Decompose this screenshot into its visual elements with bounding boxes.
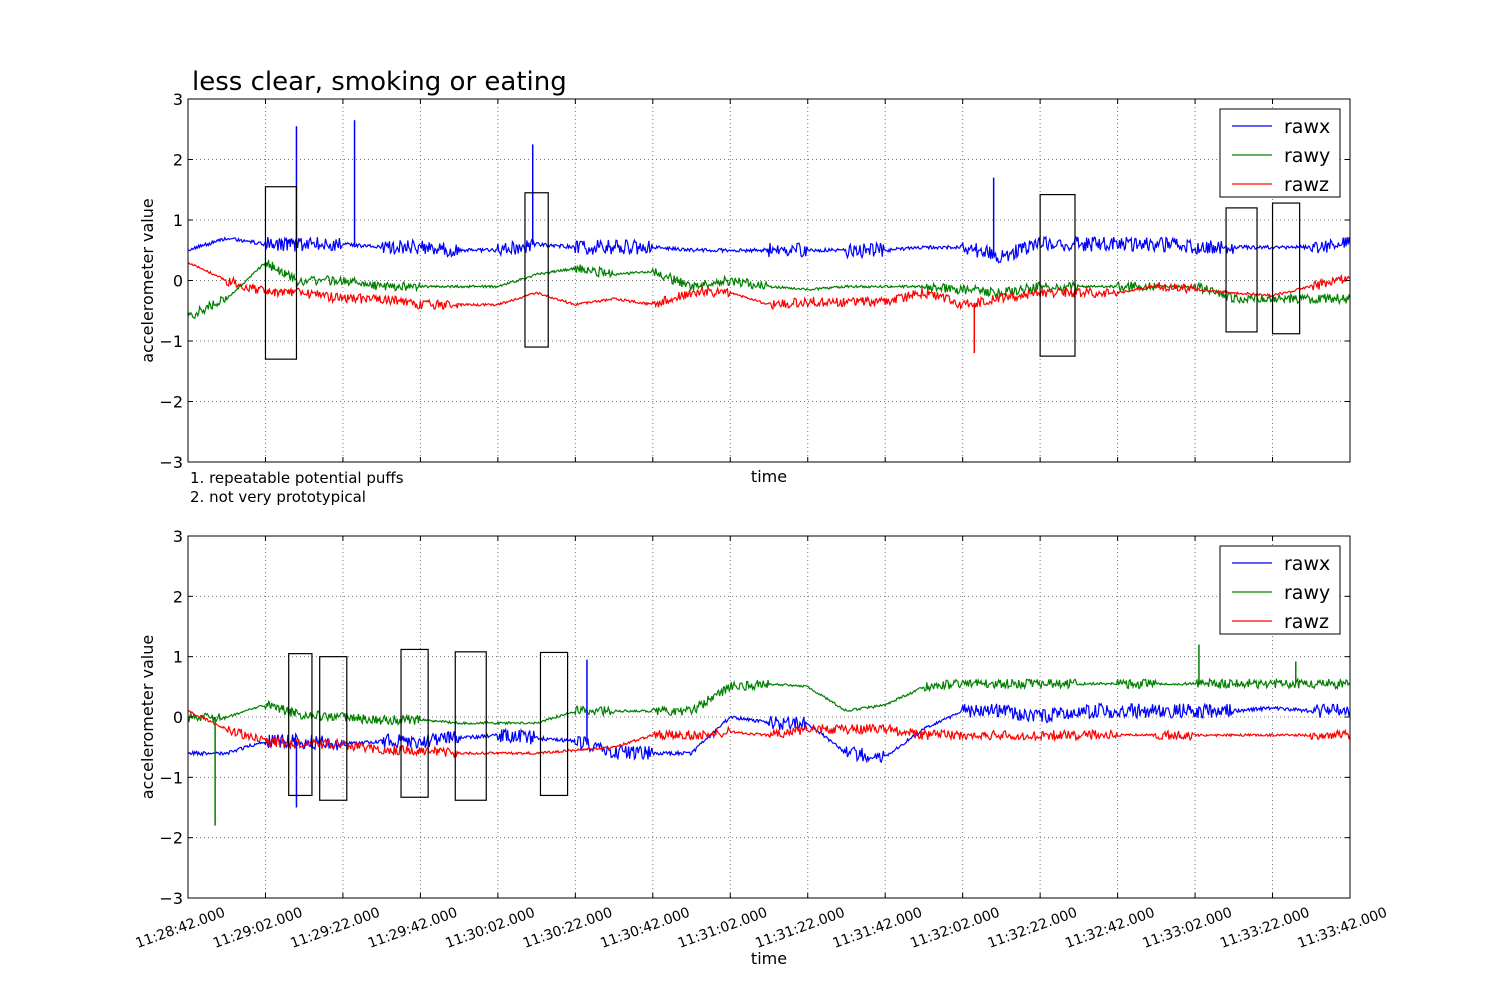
y-tick-label: 3 [173, 90, 183, 109]
legend-label-rawy: rawy [1284, 145, 1330, 167]
annotation-box [288, 653, 313, 797]
y-tick-label: 2 [173, 587, 183, 606]
series-line-rawx [187, 702, 1351, 764]
y-tick-label: 1 [173, 648, 183, 667]
x-axis-label: time [751, 467, 787, 486]
y-tick-label: 0 [173, 272, 183, 291]
annotation-box [1225, 207, 1258, 333]
x-axis-label: time [751, 949, 787, 968]
y-tick-label: 1 [173, 211, 183, 230]
series-line-rawy [187, 676, 1351, 727]
annotation-box [1271, 202, 1301, 335]
annotation-box [319, 656, 348, 801]
series-line-rawz [187, 262, 1351, 311]
legend-label-rawx: rawx [1284, 553, 1330, 575]
annotation-box [1039, 193, 1076, 357]
series-line-rawx [187, 235, 1351, 264]
legend-label-rawz: rawz [1284, 611, 1329, 633]
y-tick-label: −1 [159, 332, 183, 351]
annotation-box [454, 651, 487, 801]
top-plot: −3 −2 −1 0 1 2 3 time accelerometer value rawx raw… [138, 90, 1351, 486]
legend-label-rawx: rawx [1284, 116, 1330, 138]
note-1: 1. repeatable potential puffs [190, 469, 404, 487]
y-tick-label: −2 [159, 393, 183, 412]
annotation-box [264, 186, 298, 360]
y-tick-label: −2 [159, 829, 183, 848]
y-axis-label: accelerometer value [138, 198, 157, 362]
annotation-box [400, 648, 429, 798]
chart-title: less clear, smoking or eating [192, 67, 567, 97]
y-tick-label: −1 [159, 768, 183, 787]
y-tick-label: 2 [173, 151, 183, 170]
note-2: 2. not very prototypical [190, 488, 366, 506]
annotation-box [539, 651, 569, 797]
legend-box [1219, 108, 1341, 198]
y-axis-label: accelerometer value [138, 635, 157, 799]
y-tick-label: 3 [173, 527, 183, 546]
y-tick-label: 0 [173, 708, 183, 727]
annotation-box [524, 192, 549, 348]
y-tick-label: −3 [159, 453, 183, 472]
bottom-plot: −3−2−1012311:28:42.00011:29:02.00011:29:… [134, 527, 1390, 968]
legend-box [1219, 545, 1341, 635]
series-line-rawy [187, 258, 1351, 320]
x-tick-label: 11:33:42.000 [1296, 905, 1390, 952]
legend-label-rawz: rawz [1284, 174, 1329, 196]
legend-label-rawy: rawy [1284, 582, 1330, 604]
y-tick-label: −3 [159, 889, 183, 908]
series-line-rawz [187, 710, 1351, 758]
